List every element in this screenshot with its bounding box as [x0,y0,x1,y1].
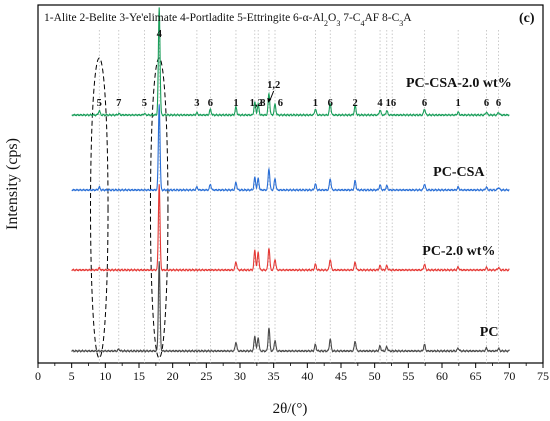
phase-legend-part: AF 8-C [364,12,399,24]
x-tick-label: 70 [503,369,515,383]
x-tick-label: 35 [268,369,280,383]
series-label: PC [480,325,499,340]
series-line [71,104,510,192]
highlight-ellipses [90,57,169,359]
peak-label: 8 [260,98,265,109]
highlight-ellipse [149,57,169,359]
peak-label: 7 [116,98,121,109]
y-axis-title: Intensity (cps) [4,138,21,230]
x-tick-label: 55 [402,369,414,383]
x-tick-label: 60 [436,369,448,383]
x-tick-label: 5 [69,369,75,383]
phase-legend-part: A [403,12,412,24]
x-tick-label: 0 [35,369,41,383]
phase-legend-part: 2 [324,19,328,28]
highlight-ellipse [90,57,109,359]
peak-label: 1 [233,98,238,109]
phase-legend-part: 3 [399,19,403,28]
peak-label: 1,2 [267,80,280,91]
x-tick-label: 25 [200,369,212,383]
x-tick-label: 45 [335,369,347,383]
peak-label: 4 [157,29,163,40]
peak-label: 6 [208,98,213,109]
x-tick-label: 75 [537,369,549,383]
series-line [71,7,510,117]
phase-legend-part: 3 [336,19,340,28]
reference-lines [98,30,499,363]
x-tick-label: 20 [167,369,179,383]
peak-label: 6 [496,98,501,109]
peak-arrow-head [267,98,272,103]
peak-label: 1 [456,98,461,109]
peak-label: 6 [278,98,283,109]
series-labels: PC-CSA-2.0 wt% PC-CSA PC-2.0 wt% PC [406,76,512,340]
series-label: PC-2.0 wt% [422,244,495,259]
peak-label: 6 [484,98,489,109]
x-tick-label: 10 [99,369,111,383]
x-tick-label: 40 [301,369,313,383]
peak-label: 1 [313,98,318,109]
peak-label: 16 [386,98,397,109]
series-line [71,261,510,353]
peak-labels: 5 7 543 6 1 1,281,26 1 6 2 4 16 6 1 6 6 [97,29,502,109]
series-group [71,7,510,353]
x-axis-title: 2θ/(°) [273,401,308,417]
phase-legend-part: 7-C [340,12,360,24]
x-tick-label: 50 [369,369,381,383]
phase-legend: 1-Alite 2-Belite 3-Ye'elimate 4-Portladi… [44,12,412,28]
peak-label: 6 [328,98,333,109]
peak-label: 5 [97,98,102,109]
series-label: PC-CSA-2.0 wt% [406,76,512,91]
series-label: PC-CSA [433,165,485,180]
x-tick-label: 15 [133,369,145,383]
phase-legend-part: 1-Alite 2-Belite 3-Ye'elimate 4-Portladi… [44,12,324,24]
x-tick-label: 30 [234,369,246,383]
series-line [71,184,510,272]
plot-area [37,4,544,364]
peak-label: 4 [377,98,383,109]
panel-label: (c) [519,11,535,26]
x-axis: 0 5 10 15 20 25 30 35 40 45 50 55 60 65 70 75 [35,363,549,383]
peak-label: 1,2 [250,98,263,109]
peak-label: 6 [422,98,427,109]
phase-legend-part: 4 [360,19,364,28]
peak-label: 5 [142,98,147,109]
x-tick-label: 65 [470,369,482,383]
peak-label: 2 [353,98,358,109]
peak-label: 3 [194,98,199,109]
phase-legend-part: O [328,12,336,24]
